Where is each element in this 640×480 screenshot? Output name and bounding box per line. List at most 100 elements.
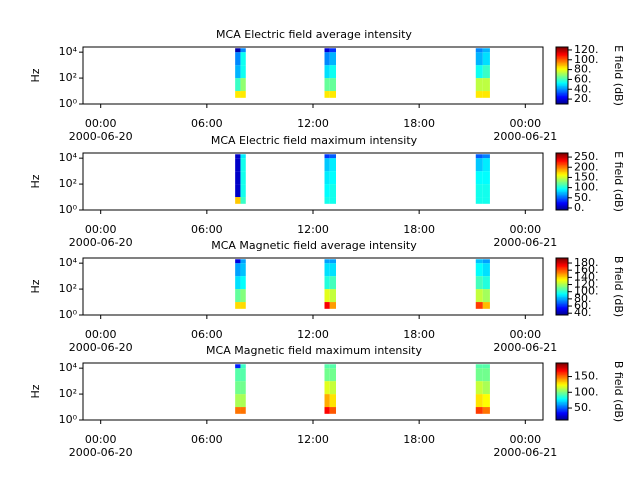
colorbar-step — [556, 182, 568, 185]
colorbar-step — [556, 371, 568, 374]
colorbar-step — [556, 154, 568, 157]
spectrogram-cell — [324, 289, 330, 303]
spectrogram-cell — [482, 302, 490, 309]
spectrogram-cell — [482, 197, 490, 204]
spectrogram-cell — [482, 65, 490, 79]
spectrogram-cell — [240, 407, 246, 414]
x-tick-label: 12:00 — [297, 117, 329, 130]
colorbar-step — [556, 401, 568, 404]
spectrogram-cell — [329, 302, 336, 309]
colorbar-step — [556, 207, 568, 210]
colorbar-step — [556, 82, 568, 85]
colorbar-tick-label: 100. — [574, 385, 599, 398]
spectrogram-cell — [240, 154, 246, 159]
colorbar-step — [556, 195, 568, 198]
colorbar-step — [556, 191, 568, 194]
colorbar-tick-label: 20. — [574, 92, 592, 105]
spectrogram-cell — [324, 154, 330, 159]
colorbar-frame — [555, 257, 569, 316]
plot-frame — [82, 46, 544, 105]
y-axis-label: Hz — [29, 68, 42, 82]
colorbar-step — [556, 153, 568, 155]
spectrogram-cell — [324, 259, 330, 264]
colorbar-frame — [555, 152, 569, 211]
colorbar-step — [556, 293, 568, 296]
spectrogram-cell — [329, 381, 336, 395]
spectrogram-cell — [482, 368, 490, 382]
colorbar-step — [556, 290, 568, 293]
spectrogram-cell — [475, 381, 483, 395]
colorbar-step — [556, 202, 568, 205]
colorbar-step — [556, 88, 568, 91]
x-tick-label: 00:00 — [85, 433, 117, 446]
colorbar-tick-label: 200. — [574, 160, 599, 173]
colorbar-step — [556, 276, 568, 279]
x-tick-label: 12:00 — [297, 433, 329, 446]
spectrogram-cell — [329, 276, 336, 290]
colorbar-step — [556, 272, 568, 275]
spectrogram-cell — [482, 394, 490, 408]
colorbar-step — [556, 198, 568, 201]
colorbar-label: B field (dB) — [612, 256, 625, 317]
spectrogram-cell — [329, 394, 336, 408]
colorbar-step — [556, 192, 568, 195]
colorbar-step — [556, 309, 568, 312]
colorbar-step — [556, 392, 568, 395]
spectrogram-cell — [482, 407, 490, 414]
colorbar-step — [556, 171, 568, 174]
colorbar-tick-label: 0. — [574, 201, 585, 214]
x-date-label: 2000-06-20 — [69, 130, 133, 143]
colorbar-step — [556, 200, 568, 202]
colorbar-step — [556, 99, 568, 102]
colorbar-step — [556, 300, 568, 303]
colorbar-step — [556, 64, 568, 67]
spectrogram-cell — [329, 263, 336, 277]
colorbar-step — [556, 374, 568, 377]
spectrogram-cell — [240, 276, 246, 290]
y-tick-label: 10² — [59, 71, 77, 84]
colorbar-tick-label: 100. — [574, 53, 599, 66]
x-tick-label: 18:00 — [403, 328, 435, 341]
colorbar-step — [556, 402, 568, 405]
spectrogram-cell — [324, 368, 330, 382]
spectrogram-cell — [475, 65, 483, 79]
colorbar-step — [556, 188, 568, 191]
colorbar-step — [556, 273, 568, 276]
spectrogram-cell — [475, 259, 483, 264]
y-tick-label: 10⁰ — [59, 203, 78, 216]
colorbar-step — [556, 160, 568, 163]
colorbar-step — [556, 49, 568, 52]
colorbar-step — [556, 79, 568, 82]
colorbar-step — [556, 161, 568, 164]
spectrogram-cell — [235, 48, 241, 53]
colorbar-tick-label: 40. — [574, 82, 592, 95]
colorbar-step — [556, 54, 568, 57]
colorbar-step — [556, 178, 568, 181]
spectrogram-cell — [329, 91, 336, 98]
colorbar-step — [556, 287, 568, 290]
x-tick-label: 18:00 — [403, 117, 435, 130]
colorbar-step — [556, 388, 568, 391]
spectrogram-cell — [324, 65, 330, 79]
colorbar-step — [556, 310, 568, 313]
panel-title: MCA Electric field average intensity — [216, 28, 412, 41]
colorbar-step — [556, 415, 568, 418]
colorbar-step — [556, 187, 568, 190]
y-tick-label: 10⁴ — [59, 45, 78, 58]
colorbar-step — [556, 363, 568, 365]
colorbar-step — [556, 398, 568, 401]
colorbar-step — [556, 372, 568, 375]
colorbar-step — [556, 404, 568, 407]
spectrogram-cell — [235, 364, 241, 369]
spectrogram-cell — [475, 302, 483, 309]
spectrogram-cell — [235, 263, 241, 277]
spectrogram-cell — [482, 381, 490, 395]
colorbar-step — [556, 94, 568, 96]
colorbar-step — [556, 306, 568, 309]
colorbar-step — [556, 172, 568, 175]
spectrogram-cell — [235, 171, 241, 185]
colorbar-step — [556, 47, 568, 49]
x-tick-label: 00:00 — [85, 117, 117, 130]
spectrogram-cell — [329, 364, 336, 369]
y-axis-label: Hz — [29, 384, 42, 398]
